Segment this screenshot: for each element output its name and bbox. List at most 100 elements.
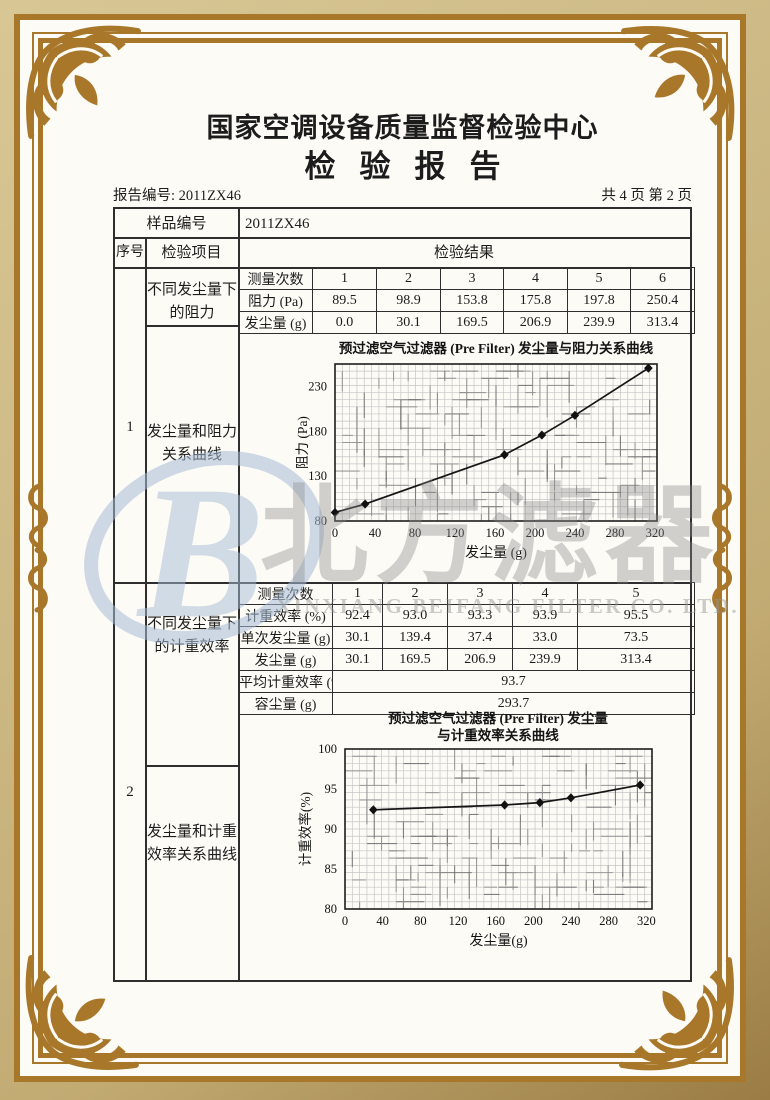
row2-item-curve: 发尘量和计重效率关系曲线 [147,824,238,864]
col-header-seq: 序号 [116,245,144,260]
svg-text:40: 40 [369,526,382,540]
resistance-vs-dust-chart: 0 40 80 120 160 200 240 280 320 80 130 180 230 预过滤空气过… [295,340,665,561]
chart-grid [334,363,658,522]
table-cell: 93.3 [447,604,513,627]
table-cell: 3 [447,582,513,605]
table-cell: 测量次数 [238,267,313,290]
svg-text:240: 240 [562,914,581,928]
chart-y-axis-label: 计重效率(%) [297,792,313,866]
resistance-table: 测量次数 1 2 3 4 5 6 阻力 (Pa) 89.5 98.9 153.8 175.8 197.8… [238,267,695,334]
sample-number-label: 样品编号 [146,216,207,232]
table-cell: 239.9 [512,648,578,671]
table-cell: 37.4 [447,626,513,649]
col-header-item: 检验项目 [161,245,222,261]
svg-text:95: 95 [325,782,338,796]
svg-text:0: 0 [332,526,338,540]
svg-text:130: 130 [308,469,327,483]
efficiency-vs-dust-chart: 0 40 80 120 160 200 240 280 320 80 85 90 95 100 预过滤空气过… [297,710,656,949]
row2-item-efficiency: 不同发尘量下的计重效率 [147,616,238,656]
chart-title: 预过滤空气过滤器 (Pre Filter) 发尘量 [388,710,608,726]
table-cell: 0.0 [312,311,377,334]
svg-text:100: 100 [318,742,337,756]
svg-text:0: 0 [342,914,348,928]
chart-series-line [334,367,649,514]
table-cell: 阻力 (Pa) [238,289,313,312]
table-cell: 89.5 [312,289,377,312]
table-cell: 206.9 [447,648,513,671]
chart-x-tick-labels: 0 40 80 120 160 200 240 280 320 [332,526,665,540]
svg-text:200: 200 [524,914,543,928]
table-cell: 平均计重效率 (%) [238,670,333,693]
chart-title: 预过滤空气过滤器 (Pre Filter) 发尘量与阻力关系曲线 [339,340,654,356]
table-cell: 169.5 [382,648,448,671]
svg-text:40: 40 [376,914,389,928]
svg-text:200: 200 [526,526,545,540]
table-line [145,765,239,767]
svg-text:85: 85 [325,862,338,876]
table-cell: 发尘量 (g) [238,311,313,334]
col-header-result: 检验结果 [433,245,494,261]
table-cell: 单次发尘量 (g) [238,626,333,649]
table-cell: 4 [512,582,578,605]
table-cell: 197.8 [567,289,631,312]
table-cell: 30.1 [332,626,383,649]
svg-text:80: 80 [409,526,422,540]
report-meta-row: 报告编号: 2011ZX46 共 4 页 第 2 页 [113,184,692,205]
table-cell: 30.1 [376,311,441,334]
table-cell: 95.5 [577,604,695,627]
report-title: 检验报告 [304,149,525,184]
table-cell: 93.0 [382,604,448,627]
svg-text:240: 240 [566,526,585,540]
table-cell: 30.1 [332,648,383,671]
table-cell: 5 [567,267,631,290]
chart-x-axis-label: 发尘量(g) [469,933,528,949]
chart-series-markers [369,780,645,815]
chart-y-tick-labels: 80 85 90 95 100 [318,742,337,916]
chart-grid [344,748,653,910]
svg-text:160: 160 [486,526,505,540]
table-line [145,325,239,327]
svg-text:80: 80 [414,914,427,928]
sample-number-value: 2011ZX46 [245,216,310,232]
svg-text:80: 80 [315,514,328,528]
table-cell: 容尘量 (g) [238,692,333,715]
table-cell: 1 [312,267,377,290]
table-cell: 测量次数 [238,582,333,605]
table-cell: 206.9 [503,311,568,334]
table-cell: 313.4 [577,648,695,671]
org-title: 国家空调设备质量监督检验中心 [206,113,599,143]
svg-text:120: 120 [449,914,468,928]
table-cell: 313.4 [630,311,695,334]
row1-item-resistance: 不同发尘量下的阻力 [147,282,238,322]
table-cell: 93.7 [332,670,695,693]
table-line [115,237,690,239]
table-cell: 169.5 [440,311,504,334]
svg-text:120: 120 [446,526,465,540]
table-cell: 175.8 [503,289,568,312]
table-cell: 239.9 [567,311,631,334]
efficiency-table: 测量次数 1 2 3 4 5 计重效率 (%) 92.4 93.0 93.3 93.9 95.5 单次发… [238,582,695,715]
chart-y-tick-labels: 80 130 180 230 [308,379,327,528]
table-cell: 33.0 [512,626,578,649]
table-cell: 250.4 [630,289,695,312]
row2-seq: 2 [126,784,134,800]
svg-text:320: 320 [637,914,656,928]
report-number: 报告编号: 2011ZX46 [113,188,241,204]
table-cell: 98.9 [376,289,441,312]
page-indicator: 共 4 页 第 2 页 [601,188,692,204]
table-cell: 1 [332,582,383,605]
table-cell: 139.4 [382,626,448,649]
svg-text:90: 90 [325,822,338,836]
table-cell: 92.4 [332,604,383,627]
inspection-results-table: 样品编号 2011ZX46 序号 检验项目 检验结果 1 不同发尘量下的阻力 发… [113,207,695,982]
svg-text:160: 160 [486,914,505,928]
table-cell: 73.5 [577,626,695,649]
svg-text:280: 280 [599,914,618,928]
svg-text:230: 230 [308,379,327,393]
table-cell: 3 [440,267,504,290]
chart-title: 与计重效率关系曲线 [437,727,559,743]
svg-text:280: 280 [606,526,625,540]
chart-x-tick-labels: 0 40 80 120 160 200 240 280 320 [342,914,656,928]
chart-y-axis-label: 阻力 (Pa) [295,416,310,469]
table-cell: 发尘量 (g) [238,648,333,671]
